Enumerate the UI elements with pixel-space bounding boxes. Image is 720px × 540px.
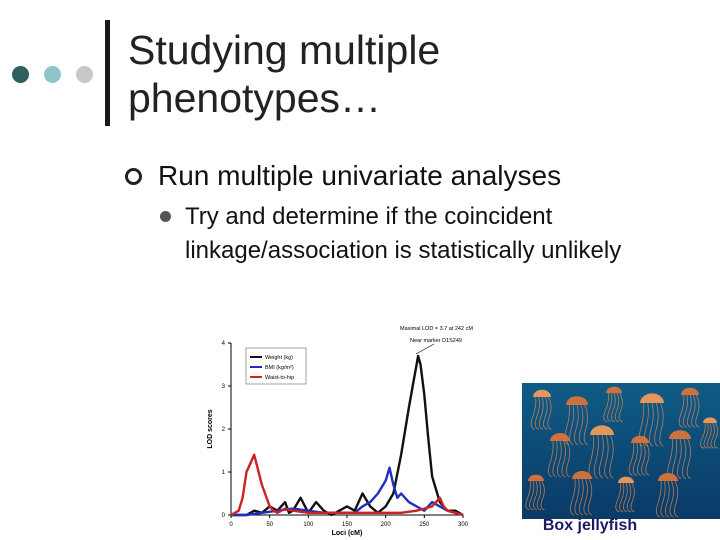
dot-gray	[76, 66, 93, 83]
x-tick-label: 300	[458, 522, 469, 528]
series-line-1	[231, 466, 464, 517]
y-tick-label: 2	[222, 427, 226, 433]
jellyfish-shape	[628, 435, 650, 476]
dot-bullet-icon	[160, 211, 171, 222]
sub-bullet-text: Try and determine if the coincident link…	[185, 203, 622, 264]
slide-title: Studying multiple phenotypes…	[128, 27, 441, 121]
jellyfish-photo	[522, 383, 720, 519]
legend-label: Weight (kg)	[265, 355, 293, 361]
series-line-0	[231, 354, 464, 517]
jellyfish-shape	[530, 389, 552, 430]
jellyfish-shape	[656, 473, 679, 518]
jellyfish-shape	[570, 471, 593, 516]
bullet-text: Run multiple univariate analyses	[158, 160, 562, 191]
y-tick-label: 3	[222, 384, 226, 390]
y-tick-label: 4	[222, 341, 226, 347]
jellyfish-shape	[588, 425, 614, 479]
max-lod-annotation: Maximal LOD = 3.7 at 242 cM	[400, 326, 473, 332]
x-tick-label: 250	[419, 522, 430, 528]
decorative-dots	[12, 66, 94, 84]
annotation-pointer	[415, 343, 435, 355]
y-axis-label: LOD scores	[207, 409, 214, 448]
y-tick-label: 0	[222, 513, 226, 519]
jellyfish-shape	[603, 386, 623, 423]
x-tick-label: 150	[342, 522, 353, 528]
x-tick-label: 0	[229, 522, 233, 528]
x-axis-label: Loci (cM)	[332, 530, 363, 537]
jellyfish-shape	[525, 474, 545, 511]
jellyfish-shape	[548, 433, 571, 478]
ring-bullet-icon	[125, 168, 142, 185]
x-tick-label: 50	[266, 522, 273, 528]
legend-label: Waist-to-hip	[265, 375, 294, 381]
dot-dark	[12, 66, 29, 83]
jellyfish-shape	[564, 396, 588, 445]
marker-annotation: Near marker D1S249	[410, 338, 462, 344]
title-divider	[105, 20, 110, 126]
x-tick-label: 200	[381, 522, 392, 528]
lod-score-chart: 0 50 100 150 200 250 300 0 1 2 3 4 Loci (cM) LOD scor…	[207, 326, 473, 537]
jellyfish-shape	[615, 476, 635, 513]
dot-teal	[44, 66, 61, 83]
y-tick-label: 1	[222, 470, 226, 476]
series-line-2	[230, 453, 464, 517]
jellyfish-shape	[638, 393, 664, 447]
x-tick-label: 100	[303, 522, 314, 528]
legend-label: BMI (kg/m²)	[265, 365, 294, 371]
jellyfish-shape	[678, 387, 700, 428]
image-caption: Box jellyfish	[542, 517, 638, 534]
jellyfish-shape	[700, 417, 719, 449]
